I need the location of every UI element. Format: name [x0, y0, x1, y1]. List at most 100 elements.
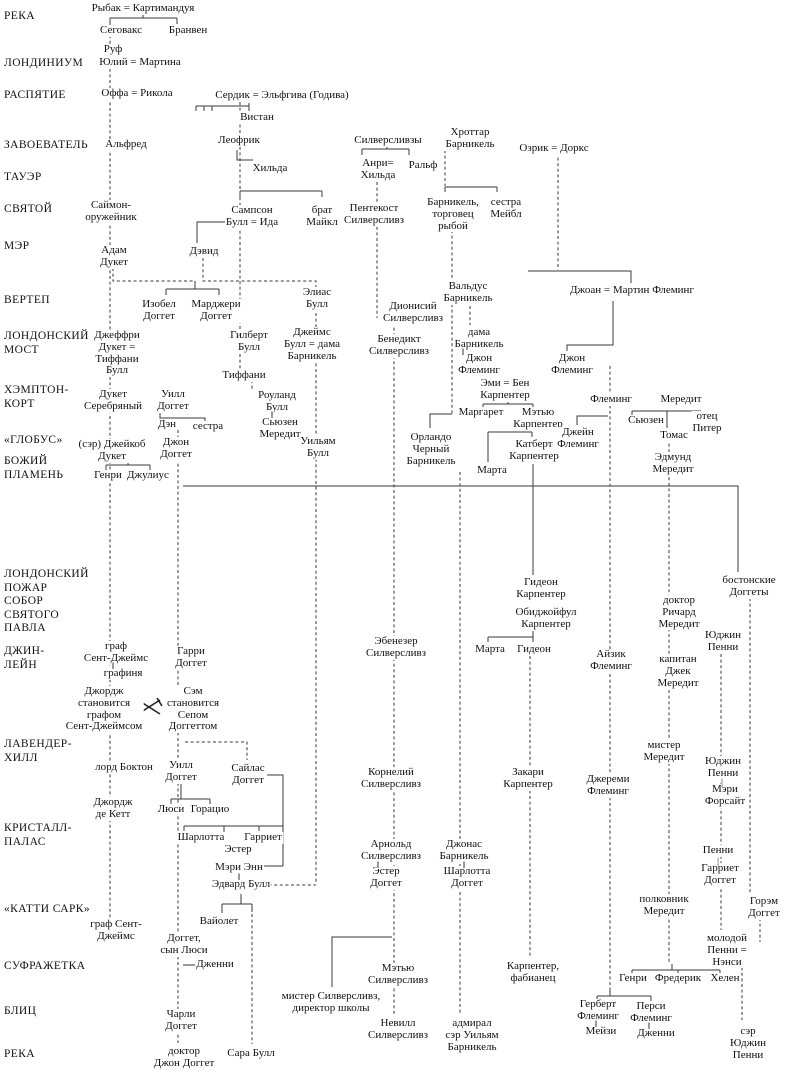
person-ducket-silver: Дукет Серебряный [82, 388, 144, 413]
person-lucy: Люси [156, 803, 186, 816]
person-margaret: Маргарет [457, 406, 505, 419]
person-earl-st-james-2: граф Сент- Джеймс [89, 918, 143, 943]
person-jonas-barnikel: Джонас Барникель [438, 838, 490, 863]
person-martha-1: Марта [476, 464, 508, 477]
era-label-11: «ГЛОБУС» [3, 434, 64, 448]
person-james-bull: Джеймс Булл = дама Барникель [283, 326, 341, 363]
person-barnikel-fishmonger: Барникель, торговец рыбой [426, 196, 480, 233]
person-rufus: Руф [102, 43, 124, 56]
person-silversleeves-family: Силверсливзы [353, 134, 423, 147]
person-dan: Дэн [156, 418, 178, 431]
era-label-9: ЛОНДОНСКИЙ МОСТ [3, 330, 90, 358]
marriage-mark: | [721, 777, 723, 787]
era-label-2: ЛОНДИНИУМ [3, 57, 85, 71]
person-elias-bull: Элиас Булл [301, 286, 333, 311]
person-brother-michael: брат Майкл [305, 204, 339, 229]
person-hilda-1: Хильда [251, 162, 289, 175]
era-label-17: КРИСТАЛЛ- ПАЛАС [3, 822, 73, 850]
person-sampson-bull-ida: Сампсон Булл = Ида [224, 204, 280, 229]
person-thomas: Томас [659, 429, 689, 442]
person-offa-ricola: Оффа = Рикола [100, 87, 174, 100]
person-benedict: Бенедикт Силверсливз [367, 333, 431, 358]
person-fisher: Рыбак = Картимандуя [90, 2, 196, 15]
person-mary-forsyte: Мэри Форсайт [703, 783, 747, 808]
person-charlotte-dogget: Шарлотта Доггет [442, 865, 492, 890]
person-dionysius: Дионисий Силверсливз [381, 300, 445, 325]
person-cerdic: Сердик = Эльфгива (Годива) [214, 89, 350, 102]
person-horatio: Горацио [189, 803, 231, 816]
person-eugene-penny-2: Юджин Пенни [703, 755, 743, 780]
person-earl-st-james-1: граф Сент-Джеймс [82, 640, 150, 665]
person-edmund-meredith: Эдмунд Мередит [651, 451, 695, 476]
person-gideon-carpenter: Гидеон Карпентер [515, 576, 567, 601]
person-hrothgar-barnikel: Хроттар Барникель [444, 126, 496, 151]
person-zachary-carpenter: Закари Карпентер [502, 766, 554, 791]
person-joan-martin-fleming: Джоан = Мартин Флеминг [569, 284, 695, 297]
person-osric-dorcs: Озрик = Доркс [518, 142, 590, 155]
era-label-1: РЕКА [3, 10, 36, 24]
era-label-4: ЗАВОЕВАТЕЛЬ [3, 139, 90, 153]
era-label-8: ВЕРТЕП [3, 294, 51, 308]
person-john-fleming-2: Джон Флеминг [550, 352, 594, 377]
person-matthew-carpenter: Мэтью Карпентер [512, 406, 564, 431]
marriage-mark: ‖ [111, 661, 115, 671]
person-dr-john-dogget: доктор Джон Доггет [152, 1045, 216, 1070]
era-label-7: МЭР [3, 240, 31, 254]
era-label-3: РАСПЯТИЕ [3, 89, 67, 103]
person-henry-1: Генри [93, 469, 123, 482]
person-dr-richard-meredith: доктор Ричард Мередит [657, 594, 701, 631]
person-mr-meredith: мистер Мередит [642, 739, 686, 764]
person-gorham-dogget: Горэм Доггет [747, 895, 781, 920]
person-meredith-label: Мередит [659, 393, 703, 406]
marriage-sibling-solid-lines [105, 14, 739, 1001]
person-julius-2: Джулиус [126, 469, 170, 482]
person-eugene-penny-1: Юджин Пенни [703, 629, 743, 654]
era-label-10: ХЭМПТОН- КОРТ [3, 384, 70, 412]
person-ralph: Ральф [407, 159, 439, 172]
person-edward-bull: Эдвард Булл [210, 878, 272, 891]
person-penny-mid: Пенни [701, 844, 735, 857]
descent-dashed-lines [109, 24, 761, 1044]
person-harry-dogget: Гарри Доггет [174, 645, 208, 670]
person-wistan: Вистан [239, 111, 275, 124]
person-john-fleming-1: Джон Флеминг [457, 352, 501, 377]
person-silas-dogget: Сайлас Доггет [230, 762, 266, 787]
person-susan-2: Сьюзен [627, 414, 665, 427]
person-matthew-silversleeves: Мэтью Силверсливз [366, 962, 430, 987]
crossed-swords-icon [135, 697, 163, 715]
person-mary-ann: Мэри Энн [214, 861, 264, 874]
person-orlando-barnikel: Орландо Черный Барникель [405, 431, 457, 468]
person-captain-jack-meredith: капитан Джек Мередит [656, 653, 700, 690]
person-countess: графиня [102, 667, 144, 680]
person-george-earl: Джордж становится графом Сент-Джеймсом [64, 685, 144, 734]
person-julius-martina: Юлий = Мартина [98, 56, 182, 69]
person-gilbert-bull: Гилберт Булл [229, 329, 269, 354]
person-sister-2: сестра [191, 420, 225, 433]
person-anri-hilda: Анри= Хильда [359, 157, 397, 182]
person-violet: Вайолет [198, 915, 240, 928]
era-label-6: СВЯТОЙ [3, 203, 54, 217]
person-neville: Невилл Силверсливз [366, 1017, 430, 1042]
person-george-de-kett: Джордж де Кетт [92, 796, 134, 821]
era-label-18: «КАТТИ САРК» [3, 903, 91, 917]
person-helen: Хелен [709, 972, 741, 985]
person-will-dogget-1: Уилл Доггет [156, 388, 190, 413]
person-cornelius: Корнелий Силверсливз [359, 766, 423, 791]
person-sir-jacob-ducket: (сэр) Джейкоб Дукет [77, 438, 147, 463]
era-label-20: БЛИЦ [3, 1005, 38, 1019]
person-admiral-barnikel: адмирал сэр Уильям Барникель [444, 1017, 500, 1054]
person-sam-sep-dogget: Сэм становится Сепом Доггеттом [165, 685, 221, 734]
person-simon-armourer: Саймон- оружейник [84, 199, 138, 224]
person-john-dogget: Джон Доггет [159, 436, 193, 461]
person-fleming-label: Флеминг [589, 393, 633, 406]
person-obedjoyful-carpenter: Обиджойфул Карпентер [514, 606, 578, 631]
person-leofric: Леофрик [217, 134, 261, 147]
era-label-15: ДЖИН- ЛЕЙН [3, 645, 46, 673]
person-martha-2: Марта [474, 643, 506, 656]
person-lord-bocton: лорд Боктон [94, 761, 154, 774]
marriage-mark: ‖ [376, 860, 380, 870]
person-dogget-son-of-lucy: Доггет, сын Люси [159, 932, 209, 957]
person-isobel-dogget: Изобел Доггет [141, 298, 177, 323]
person-tiffany-2: Тиффани [221, 369, 267, 382]
